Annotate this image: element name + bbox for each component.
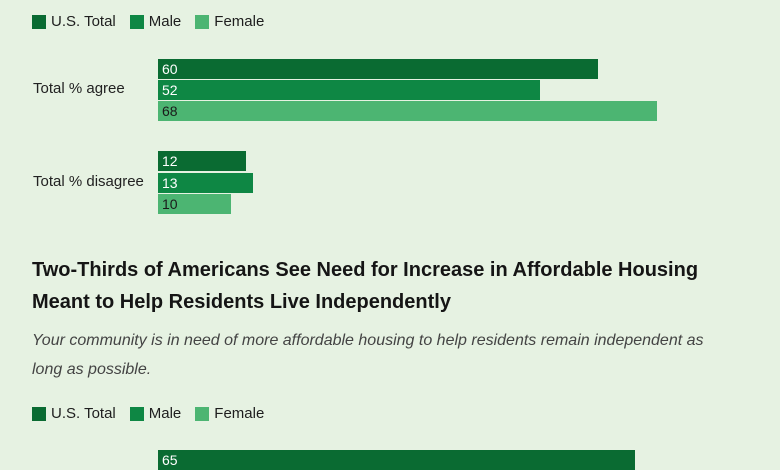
legend-label-female: Female bbox=[214, 13, 265, 30]
legend-label-male: Male bbox=[148, 405, 182, 422]
bar-agree-female: 68 bbox=[158, 101, 658, 121]
chart-2-subtitle: Your community is in need of more afford… bbox=[32, 332, 704, 378]
bar-value-agree-female: 68 bbox=[162, 103, 178, 119]
legend-label-male: Male bbox=[148, 13, 182, 30]
legend-item-us-total: U.S. Total bbox=[32, 405, 116, 422]
category-label-disagree: Total % disagree bbox=[33, 173, 144, 190]
bar-value-disagree-female: 10 bbox=[162, 196, 178, 212]
bar-disagree-us-total: 12 bbox=[158, 151, 247, 171]
chart-2-title: Two-Thirds of Americans See Need for Inc… bbox=[32, 259, 699, 313]
legend-label-us-total: U.S. Total bbox=[51, 405, 116, 422]
legend-swatch-female bbox=[195, 406, 210, 421]
bar-value-agree-male: 52 bbox=[162, 82, 178, 98]
legend-swatch-us-total bbox=[32, 406, 46, 421]
legend-item-female: Female bbox=[195, 13, 264, 30]
legend-label-us-total: U.S. Total bbox=[51, 13, 116, 30]
legend-item-male: Male bbox=[129, 405, 182, 422]
legend-swatch-male bbox=[129, 14, 144, 29]
bar-value-disagree-male: 13 bbox=[162, 175, 178, 191]
legend-swatch-male bbox=[129, 406, 144, 421]
legend-chart-1: U.S. Total Male Female bbox=[32, 13, 278, 30]
legend-chart-2: U.S. Total Male Female bbox=[32, 405, 278, 422]
bar-value-chart2-us-total: 65 bbox=[162, 452, 178, 468]
legend-swatch-female bbox=[195, 14, 210, 29]
bar-agree-us-total: 60 bbox=[158, 59, 599, 79]
bar-agree-male: 52 bbox=[158, 80, 540, 100]
category-label-agree: Total % agree bbox=[33, 80, 125, 97]
legend-item-us-total: U.S. Total bbox=[32, 13, 116, 30]
bar-disagree-female: 10 bbox=[158, 194, 232, 214]
bar-chart2-us-total: 65 bbox=[158, 450, 636, 470]
legend-item-male: Male bbox=[129, 13, 182, 30]
bar-value-agree-us-total: 60 bbox=[162, 61, 178, 77]
legend-item-female: Female bbox=[195, 405, 264, 422]
legend-label-female: Female bbox=[214, 405, 265, 422]
bar-value-disagree-us-total: 12 bbox=[162, 153, 178, 169]
bar-disagree-male: 13 bbox=[158, 173, 254, 193]
legend-swatch-us-total bbox=[32, 14, 46, 29]
